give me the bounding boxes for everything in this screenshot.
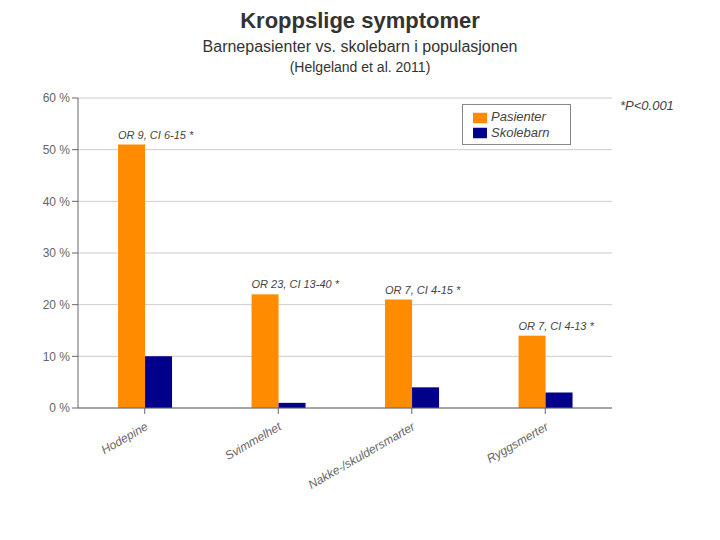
html-text:Pasienter: Pasienter <box>491 109 546 124</box>
svg-text:OR 7, CI 4-15 *: OR 7, CI 4-15 * <box>385 284 461 296</box>
html-text:Barnepasienter vs. skolebarn i: Barnepasienter vs. skolebarn i populasjo… <box>202 38 518 55</box>
html-text:*P<0.001: *P<0.001 <box>620 98 674 113</box>
svg-text:OR 23, CI 13-40 *: OR 23, CI 13-40 * <box>252 278 340 290</box>
svg-text:40 %: 40 % <box>43 195 71 209</box>
html-text:Kroppslige symptomer: Kroppslige symptomer <box>240 8 480 33</box>
svg-text:OR 9, CI 6-15 *: OR 9, CI 6-15 * <box>118 129 194 141</box>
svg-text:OR 7, CI 4-13 *: OR 7, CI 4-13 * <box>519 320 595 332</box>
svg-text:20 %: 20 % <box>43 298 71 312</box>
html-text:Skolebarn: Skolebarn <box>491 124 550 140</box>
html-text:(Helgeland et al. 2011): (Helgeland et al. 2011) <box>289 59 431 75</box>
svg-text:30 %: 30 % <box>43 246 71 260</box>
svg-text:10 %: 10 % <box>43 350 71 364</box>
svg-text:0 %: 0 % <box>49 401 70 415</box>
svg-text:Hodepine: Hodepine <box>99 419 151 457</box>
svg-text:Svimmelhet: Svimmelhet <box>222 419 284 463</box>
svg-text:Ryggsmerter: Ryggsmerter <box>484 419 551 466</box>
svg-text:50 %: 50 % <box>43 143 71 157</box>
svg-text:60 %: 60 % <box>43 91 71 105</box>
svg-text:Nakke-/skuldersmarter: Nakke-/skuldersmarter <box>306 419 418 492</box>
